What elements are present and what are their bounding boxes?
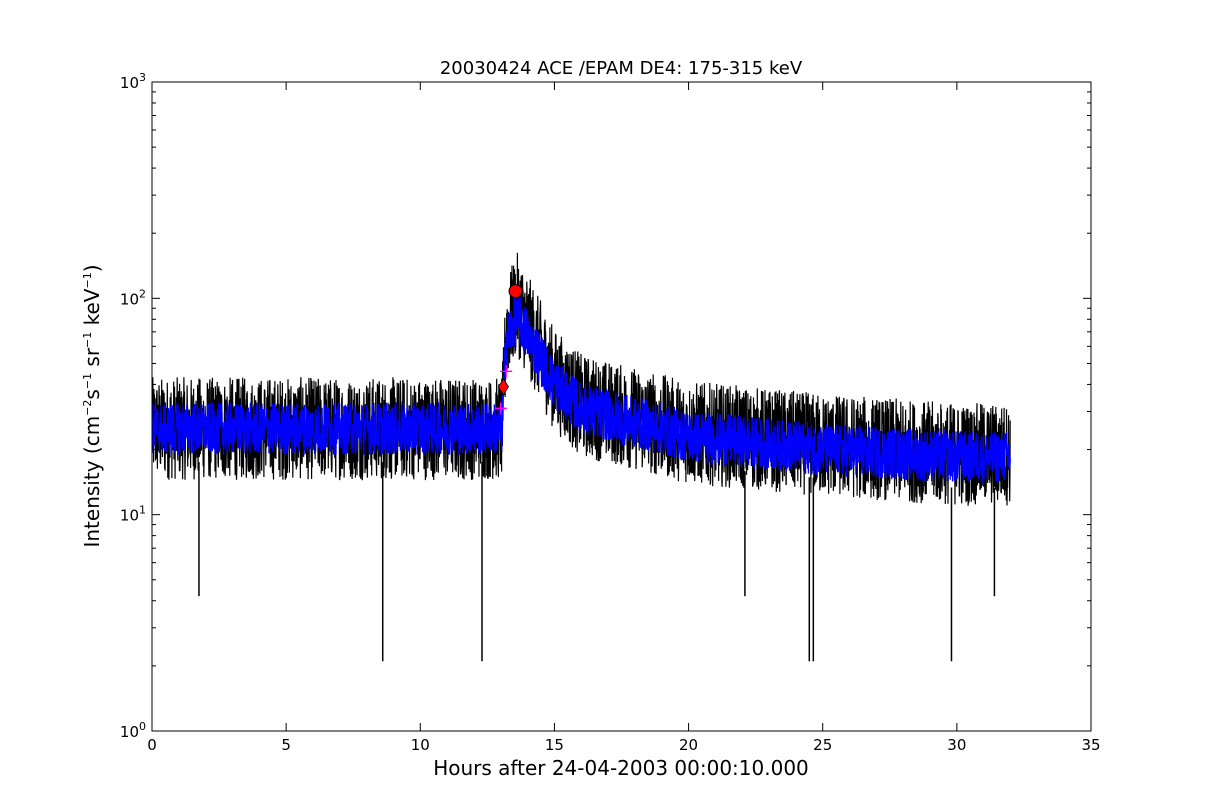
y-tick-label: 100 [120,720,146,741]
x-tick-label: 35 [1081,736,1100,754]
y-label-exp1: −2 [81,400,94,416]
y-label-exp3: −1 [81,332,94,348]
marker-layer [494,284,523,415]
plus-marker [500,365,513,378]
x-tick-label: 25 [813,736,832,754]
peak-marker [508,284,523,299]
plot-frame [151,81,1092,732]
y-axis: 100 101 102 103 [120,71,1091,741]
plus-marker [494,402,507,415]
y-label-mid2: sr [80,347,104,373]
x-tick-label: 10 [411,736,430,754]
series-line-1 [152,293,1011,485]
y-label-suffix: ) [80,264,104,272]
x-axis: 0 5 10 15 20 25 30 35 [147,82,1101,754]
x-tick-label: 5 [281,736,291,754]
y-tick-label: 102 [120,287,146,308]
plot-area [151,81,1092,732]
y-label-mid1: s [80,389,104,399]
y-axis-label: Intensity (cm−2s−1 sr−1 keV−1) [80,264,104,547]
x-tick-label: 0 [147,736,157,754]
onset-marker [497,378,509,396]
x-axis-label: Hours after 24-04-2003 00:00:10.000 [433,756,809,780]
y-tick-label: 101 [120,504,146,525]
y-label-mid3: keV [80,288,104,332]
y-label-exp2: −1 [81,373,94,389]
y-label-prefix: Intensity (cm [80,416,104,548]
x-tick-label: 30 [947,736,966,754]
series-layer [152,252,1011,662]
y-label-exp4: −1 [81,272,94,288]
x-tick-label: 15 [545,736,564,754]
x-tick-label: 20 [679,736,698,754]
y-tick-label: 103 [120,71,146,92]
chart-title: 20030424 ACE /EPAM DE4: 175-315 keV [440,58,803,79]
